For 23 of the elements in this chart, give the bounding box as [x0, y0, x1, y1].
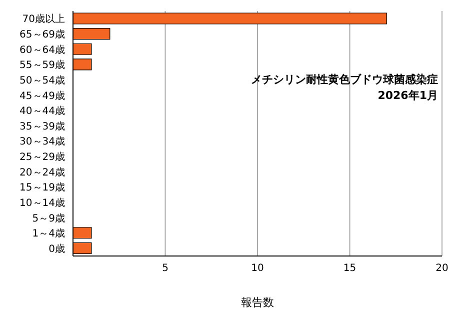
- x-axis-title: 報告数: [241, 296, 274, 309]
- y-tick-label: 5～9歳: [32, 212, 65, 224]
- y-tick-label: 25～29歳: [20, 151, 65, 164]
- annotation: 2026年1月: [376, 88, 438, 104]
- y-tick-label: 10～14歳: [20, 196, 65, 209]
- x-tick-label: 10: [251, 263, 264, 274]
- y-tick-label: 15～19歳: [20, 182, 65, 194]
- y-tick-label: 20～24歳: [20, 166, 65, 178]
- y-tick-label: 1～4歳: [32, 228, 65, 240]
- y-tick-label: 0歳: [48, 242, 65, 255]
- y-tick-label: 30～34歳: [20, 136, 65, 148]
- y-tick-label: 45～49歳: [20, 90, 65, 102]
- y-tick-label: 55～59歳: [20, 59, 65, 72]
- x-tick-label: 20: [436, 263, 448, 274]
- y-tick-label: 70歳以上: [22, 13, 65, 26]
- annotation: メチシリン耐性黄色ブドウ球菌感染症: [251, 72, 438, 88]
- y-tick-label: 60～64歳: [20, 44, 65, 56]
- y-tick-label: 65～69歳: [20, 28, 65, 41]
- y-tick-label: 40～44歳: [20, 105, 65, 118]
- y-tick-label: 35～39歳: [20, 120, 65, 132]
- x-tick-label: 5: [162, 263, 168, 274]
- y-tick-label: 50～54歳: [20, 74, 65, 86]
- x-tick-label: 15: [343, 263, 356, 274]
